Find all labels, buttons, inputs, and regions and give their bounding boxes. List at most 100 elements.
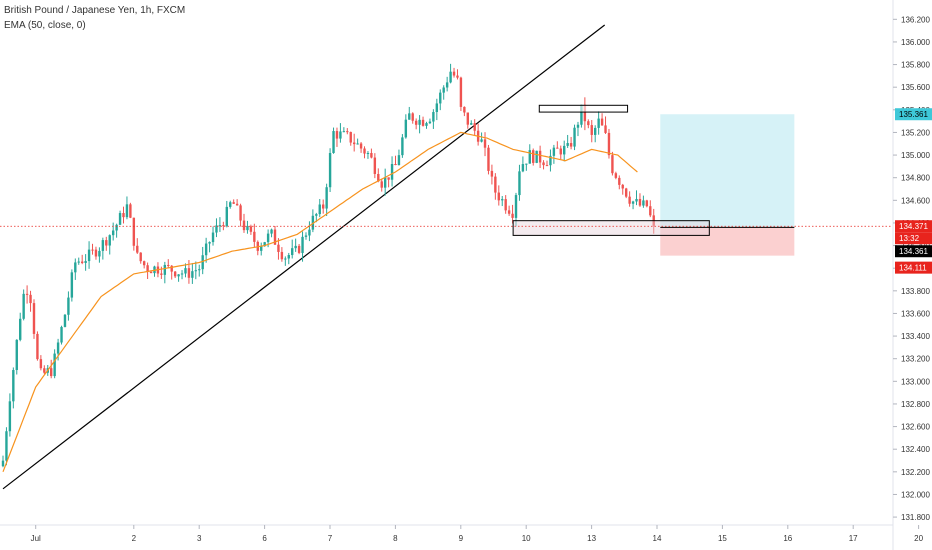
candle-body <box>483 139 487 148</box>
candle-body <box>222 225 225 227</box>
candle-body <box>545 165 549 167</box>
y-tick-label: 133.600 <box>901 309 930 318</box>
resistance-box[interactable] <box>538 104 629 113</box>
candle-body <box>593 127 597 135</box>
candle-body <box>394 163 397 166</box>
position-zones[interactable] <box>660 114 795 256</box>
candle-body <box>449 71 452 83</box>
candle-body <box>125 204 129 218</box>
candle-body <box>132 217 136 246</box>
x-tick-label: 7 <box>328 534 333 543</box>
candle-body <box>532 150 535 163</box>
candle-body <box>621 184 624 189</box>
candle-body <box>263 242 266 247</box>
candle-body <box>5 431 8 461</box>
candle-body <box>346 131 349 133</box>
y-tick-label: 132.800 <box>901 400 930 409</box>
candle-body <box>80 261 84 263</box>
candle-body <box>25 293 29 295</box>
y-tick-label: 133.200 <box>901 355 930 364</box>
target-price-badge-bg <box>895 108 932 121</box>
candle-body <box>235 203 239 206</box>
ref-level-badge: 134.371 <box>899 222 928 231</box>
trendline[interactable] <box>2 24 606 490</box>
y-tick-label: 135.600 <box>901 83 930 92</box>
x-tick-label: 6 <box>262 534 267 543</box>
y-tick-label: 132.000 <box>901 490 930 499</box>
candle-body <box>136 245 139 253</box>
candle-body <box>528 150 531 164</box>
candle-body <box>211 232 215 243</box>
candle-body <box>253 231 256 242</box>
candle-body <box>425 123 428 126</box>
candle-body <box>115 224 118 231</box>
candle-body <box>315 214 318 216</box>
candle-body <box>511 213 514 218</box>
support-box[interactable] <box>512 220 710 236</box>
candle-body <box>404 119 408 138</box>
candle-body <box>287 255 290 259</box>
candle-body <box>504 199 507 211</box>
candle-body <box>549 155 552 166</box>
candle-body <box>63 314 67 327</box>
profit-zone[interactable] <box>660 114 795 228</box>
candle-body <box>39 359 43 369</box>
stop-price-badge-bg <box>895 261 932 274</box>
candle-body <box>149 271 153 274</box>
candle-body <box>339 131 342 139</box>
candle-body <box>308 229 311 236</box>
candle-body <box>280 251 284 260</box>
candle-body <box>277 244 280 252</box>
candle-body <box>618 177 621 185</box>
candle-body <box>380 181 383 188</box>
trendline-layer[interactable] <box>2 24 606 490</box>
candle-body <box>525 163 528 165</box>
candle-body <box>167 264 170 266</box>
candle-body <box>94 249 98 257</box>
price-badges: 135.361 134.371 13:32 134.361 134.111 <box>895 108 932 274</box>
x-tick-label: 3 <box>197 534 202 543</box>
loss-zone[interactable] <box>660 227 795 256</box>
candle-body <box>604 125 607 133</box>
candle-body <box>377 173 380 182</box>
y-tick-label: 134.800 <box>901 174 930 183</box>
y-tick-label: 132.400 <box>901 445 930 454</box>
candles-layer <box>1 63 655 468</box>
candle-body <box>266 233 270 243</box>
candle-body <box>260 246 263 251</box>
y-tick-label: 132.600 <box>901 423 930 432</box>
candle-body <box>473 123 476 131</box>
candle-body <box>459 77 463 107</box>
timer-badge-bg <box>895 232 932 245</box>
candle-body <box>538 150 542 163</box>
candle-body <box>514 195 518 218</box>
candle-body <box>518 171 521 196</box>
candle-body <box>638 198 642 206</box>
candle-body <box>349 132 352 143</box>
level-boxes[interactable] <box>512 104 710 236</box>
candle-body <box>160 273 163 275</box>
candle-body <box>139 252 142 262</box>
candle-body <box>569 143 573 147</box>
candle-body <box>600 118 604 126</box>
y-tick-label: 135.000 <box>901 151 930 160</box>
time-axis[interactable]: Jul 2 3 6 7 8 9 10 13 14 15 16 17 20 <box>0 524 924 543</box>
symbol-title[interactable]: British Pound / Japanese Yen, 1h, FXCM <box>4 5 186 16</box>
candle-body <box>642 200 645 206</box>
candle-body <box>229 202 232 207</box>
candle-body <box>50 368 53 377</box>
candle-body <box>225 206 228 226</box>
indicator-label[interactable]: EMA (50, close, 0) <box>4 20 86 31</box>
x-tick-label: 17 <box>849 534 858 543</box>
x-tick-label: 2 <box>132 534 137 543</box>
candle-body <box>535 150 538 163</box>
candle-body <box>373 157 377 174</box>
x-tick-label: 14 <box>653 534 662 543</box>
candle-body <box>1 460 5 467</box>
candle-body <box>101 240 105 251</box>
candle-body <box>218 225 222 227</box>
candle-body <box>542 162 545 166</box>
candle-body <box>521 164 525 172</box>
x-tick-label: 13 <box>587 534 596 543</box>
